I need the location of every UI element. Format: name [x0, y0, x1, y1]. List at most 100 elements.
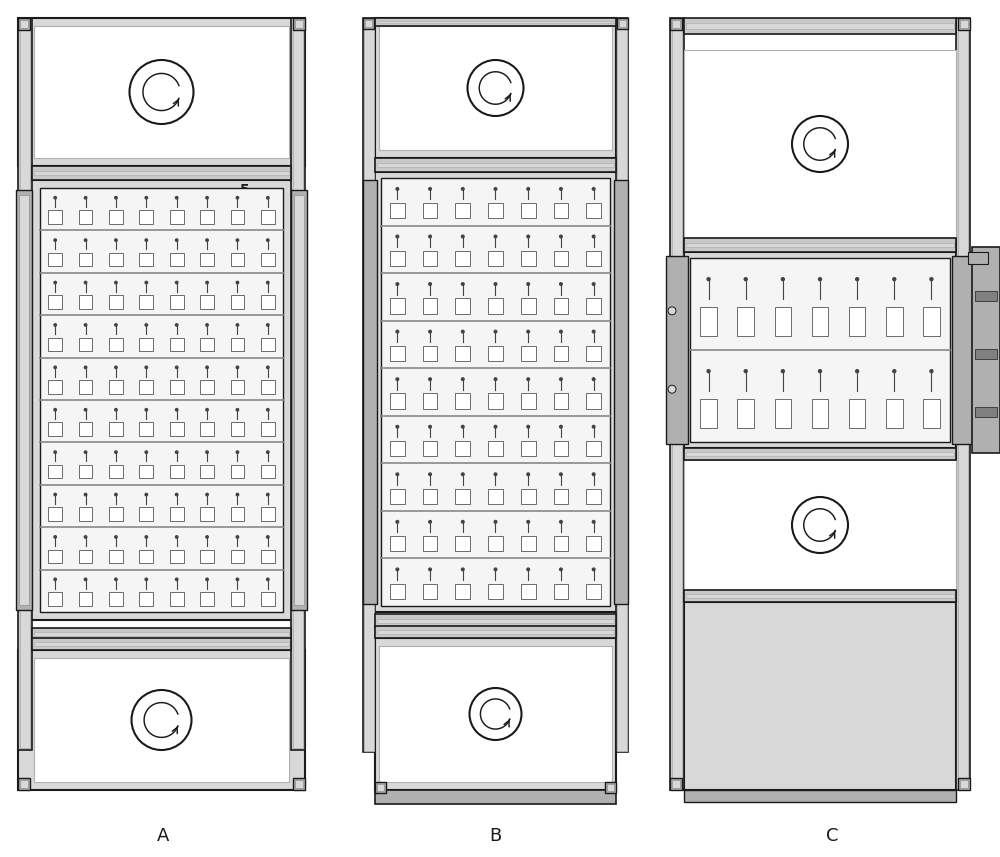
- Bar: [586, 203, 601, 219]
- Circle shape: [819, 369, 821, 373]
- Circle shape: [429, 568, 431, 571]
- Bar: [617, 20, 627, 751]
- Bar: [377, 163, 614, 167]
- Bar: [365, 21, 372, 27]
- Bar: [32, 638, 291, 650]
- Bar: [34, 26, 289, 158]
- Bar: [109, 549, 123, 563]
- Circle shape: [145, 196, 148, 199]
- Bar: [231, 423, 244, 436]
- Bar: [261, 549, 275, 563]
- Bar: [488, 251, 503, 266]
- Bar: [48, 549, 62, 563]
- Circle shape: [206, 281, 208, 284]
- Bar: [231, 296, 244, 309]
- Bar: [700, 399, 717, 428]
- Circle shape: [470, 688, 522, 740]
- Bar: [34, 171, 289, 176]
- Circle shape: [527, 235, 530, 237]
- Circle shape: [115, 451, 117, 453]
- Circle shape: [145, 281, 148, 284]
- Circle shape: [115, 324, 117, 327]
- Circle shape: [781, 278, 784, 280]
- Bar: [18, 18, 30, 30]
- Bar: [79, 423, 92, 436]
- Bar: [377, 21, 614, 23]
- Bar: [958, 18, 970, 30]
- Bar: [684, 252, 956, 448]
- Bar: [79, 549, 92, 563]
- Bar: [48, 211, 62, 224]
- Circle shape: [527, 425, 530, 428]
- Bar: [48, 423, 62, 436]
- Bar: [521, 536, 536, 551]
- Circle shape: [560, 235, 562, 237]
- Bar: [390, 298, 405, 314]
- Circle shape: [236, 536, 239, 538]
- Bar: [423, 251, 437, 266]
- Text: 51: 51: [822, 352, 885, 386]
- Bar: [291, 18, 305, 750]
- Circle shape: [175, 239, 178, 242]
- Bar: [364, 20, 374, 751]
- Circle shape: [396, 330, 399, 333]
- Bar: [886, 307, 903, 336]
- Bar: [200, 253, 214, 267]
- Text: 5: 5: [827, 330, 875, 365]
- Circle shape: [560, 378, 562, 381]
- Circle shape: [668, 307, 676, 315]
- Circle shape: [267, 578, 269, 580]
- Bar: [700, 307, 717, 336]
- Bar: [975, 291, 997, 302]
- Bar: [886, 399, 903, 428]
- Bar: [455, 298, 470, 314]
- Bar: [670, 18, 684, 790]
- Bar: [200, 507, 214, 521]
- Circle shape: [781, 369, 784, 373]
- Bar: [554, 346, 568, 361]
- Bar: [170, 211, 184, 224]
- Bar: [261, 464, 275, 478]
- Circle shape: [592, 520, 595, 523]
- Bar: [34, 642, 289, 646]
- Circle shape: [206, 239, 208, 242]
- Bar: [586, 488, 601, 504]
- Bar: [666, 256, 688, 444]
- Circle shape: [592, 188, 595, 190]
- Bar: [200, 380, 214, 393]
- Bar: [34, 632, 289, 636]
- Bar: [554, 393, 568, 409]
- Bar: [294, 195, 304, 605]
- Bar: [20, 21, 28, 27]
- Circle shape: [396, 473, 399, 476]
- Circle shape: [236, 281, 239, 284]
- Bar: [375, 18, 616, 158]
- Bar: [32, 628, 291, 640]
- Bar: [231, 211, 244, 224]
- Bar: [139, 296, 153, 309]
- Bar: [200, 338, 214, 351]
- Bar: [18, 778, 30, 790]
- Circle shape: [206, 324, 208, 327]
- Bar: [293, 778, 305, 790]
- Circle shape: [175, 578, 178, 580]
- Circle shape: [206, 196, 208, 199]
- Circle shape: [494, 473, 497, 476]
- Circle shape: [84, 196, 87, 199]
- Bar: [48, 592, 62, 606]
- Bar: [139, 380, 153, 393]
- Bar: [488, 393, 503, 409]
- Bar: [109, 464, 123, 478]
- Bar: [554, 203, 568, 219]
- Circle shape: [115, 578, 117, 580]
- Bar: [607, 784, 614, 791]
- Bar: [670, 778, 682, 790]
- Bar: [18, 650, 305, 790]
- Circle shape: [396, 568, 399, 571]
- Bar: [670, 18, 682, 30]
- Circle shape: [206, 494, 208, 495]
- Circle shape: [145, 366, 148, 369]
- Bar: [423, 298, 437, 314]
- Bar: [423, 346, 437, 361]
- Bar: [975, 407, 997, 417]
